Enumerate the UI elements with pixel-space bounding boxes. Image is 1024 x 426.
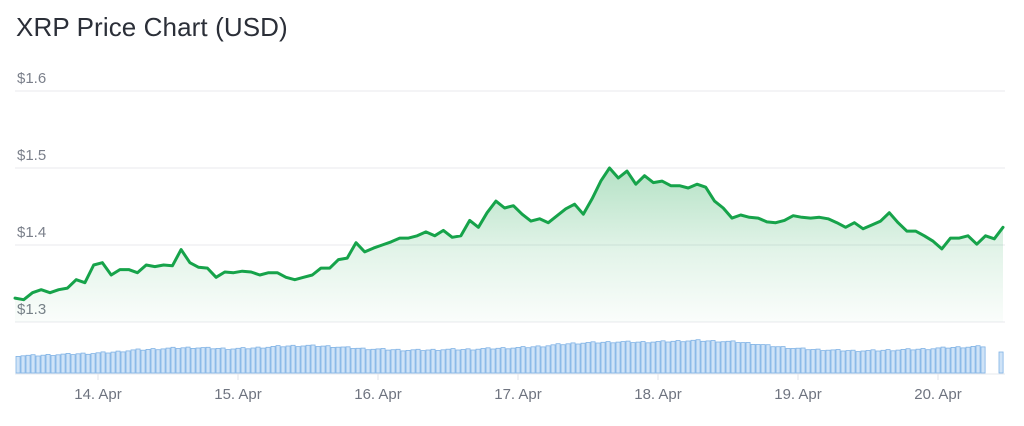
y-axis-label: $1.6 — [17, 70, 47, 87]
x-axis-label: 14. Apr — [74, 386, 122, 403]
x-axis-ticks — [97, 374, 939, 380]
y-axis-label: $1.5 — [17, 147, 47, 164]
volume-bars — [15, 339, 1004, 374]
x-axis-label: 20. Apr — [914, 386, 962, 403]
price-line[interactable] — [13, 166, 1005, 302]
x-axis-label: 15. Apr — [214, 386, 262, 403]
chart-title: XRP Price Chart (USD) — [16, 12, 288, 42]
x-axis-label: 19. Apr — [774, 386, 822, 403]
price-area-fill — [15, 168, 1003, 322]
y-axis-label: $1.4 — [17, 224, 47, 241]
x-axis-label: 18. Apr — [634, 386, 682, 403]
x-axis-label: 17. Apr — [494, 386, 542, 403]
x-axis-label: 16. Apr — [354, 386, 402, 403]
